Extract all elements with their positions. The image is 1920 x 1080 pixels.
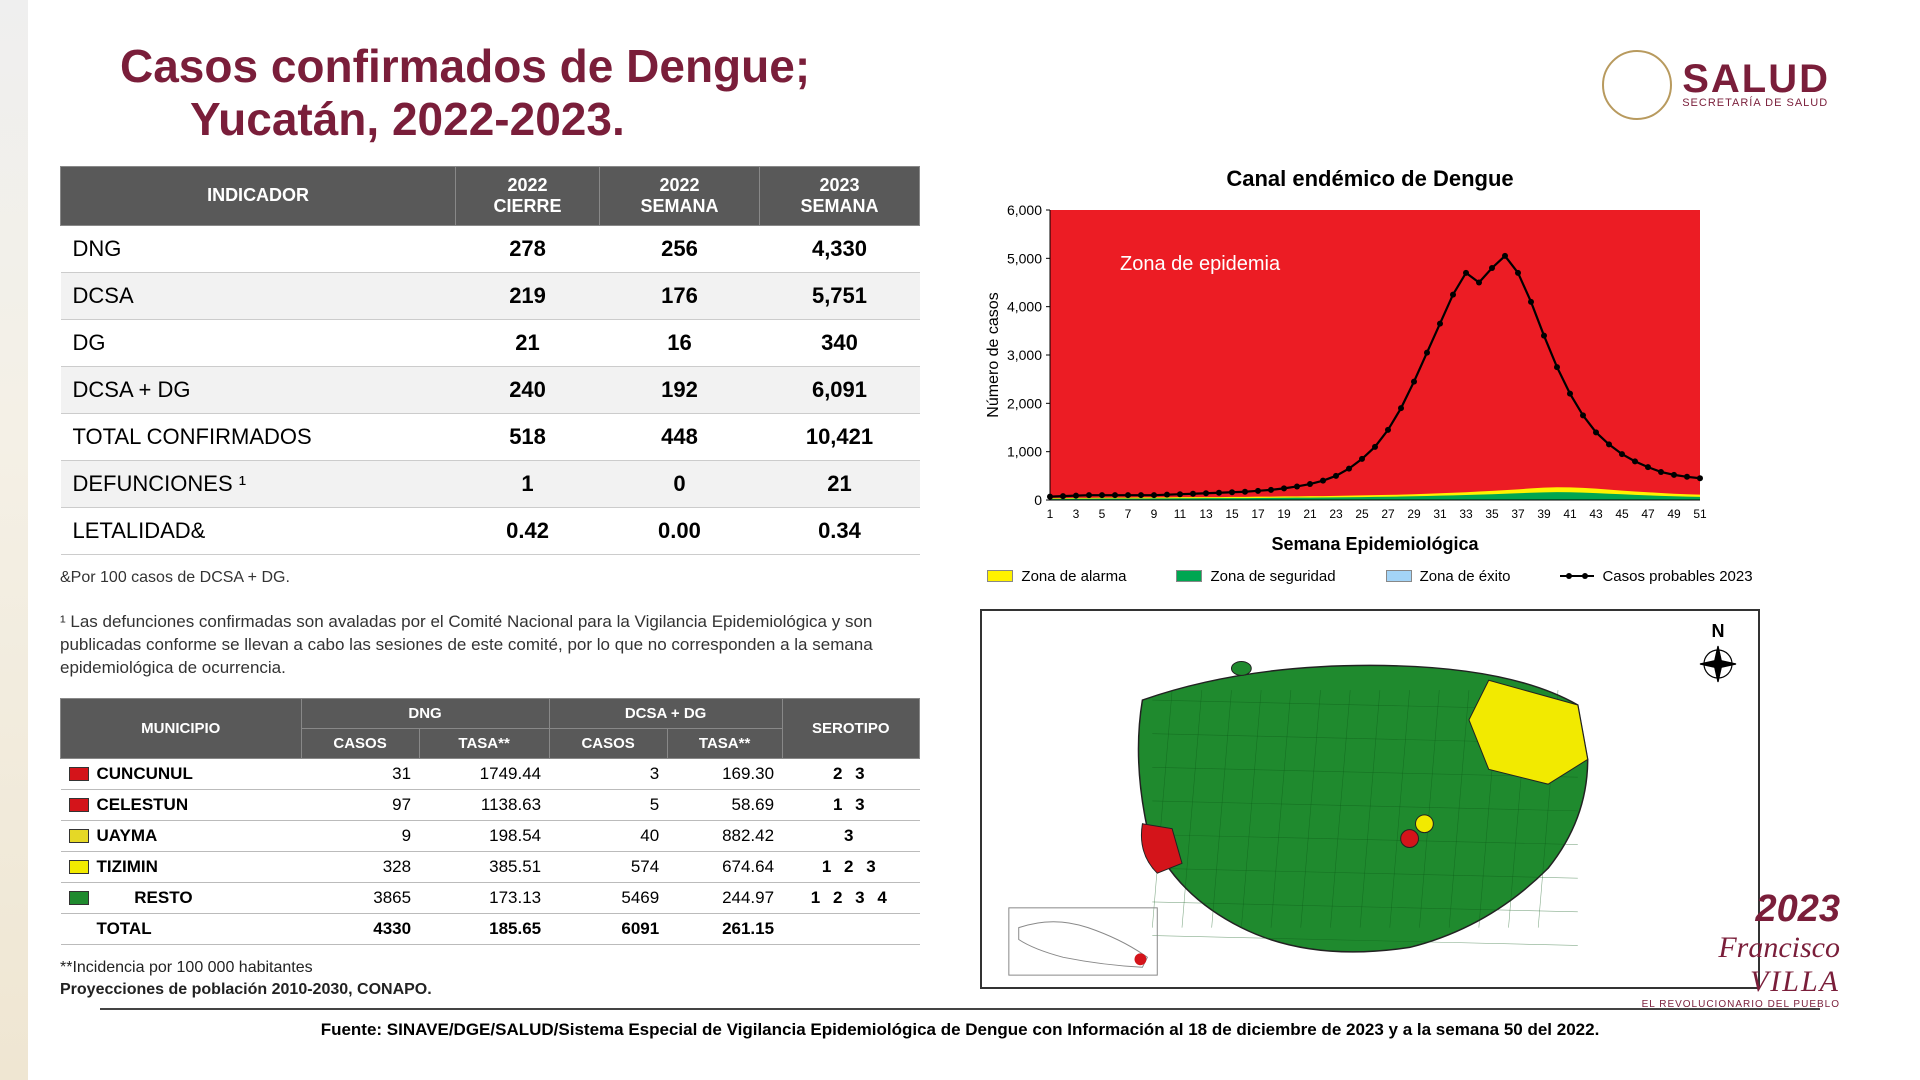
svg-text:29: 29 bbox=[1407, 507, 1421, 521]
table-row: CUNCUNUL311749.443169.302 3 bbox=[61, 758, 920, 789]
svg-text:Número de casos: Número de casos bbox=[985, 292, 1002, 417]
table-row: DCSA + DG2401926,091 bbox=[61, 366, 920, 413]
svg-text:35: 35 bbox=[1485, 507, 1499, 521]
svg-text:5: 5 bbox=[1099, 507, 1106, 521]
svg-text:43: 43 bbox=[1589, 507, 1603, 521]
table-row: UAYMA9198.5440882.423 bbox=[61, 820, 920, 851]
svg-text:23: 23 bbox=[1329, 507, 1343, 521]
table-row: DCSA2191765,751 bbox=[61, 272, 920, 319]
svg-text:6,000: 6,000 bbox=[1007, 202, 1042, 218]
svg-text:49: 49 bbox=[1667, 507, 1681, 521]
table-row: RESTO3865173.135469244.971 2 3 4 bbox=[61, 882, 920, 913]
svg-text:33: 33 bbox=[1459, 507, 1473, 521]
svg-text:2,000: 2,000 bbox=[1007, 395, 1042, 411]
municipio-table: MUNICIPIODNGDCSA + DGSEROTIPO CASOSTASA*… bbox=[60, 698, 920, 945]
legend-item: Zona de alarma bbox=[987, 568, 1126, 585]
svg-text:31: 31 bbox=[1433, 507, 1447, 521]
francisco-villa-badge: 2023 Francisco VILLA EL REVOLUCIONARIO D… bbox=[1642, 888, 1840, 1010]
svg-text:39: 39 bbox=[1537, 507, 1551, 521]
brand-subtitle: SECRETARÍA DE SALUD bbox=[1682, 97, 1830, 109]
table-row: CELESTUN971138.63558.691 3 bbox=[61, 789, 920, 820]
svg-text:5,000: 5,000 bbox=[1007, 250, 1042, 266]
table-row: TOTAL CONFIRMADOS51844810,421 bbox=[61, 413, 920, 460]
left-decor-band bbox=[0, 0, 28, 1080]
indicator-table: INDICADOR2022CIERRE2022SEMANA2023SEMANA … bbox=[60, 166, 920, 555]
table-row: LETALIDAD&0.420.000.34 bbox=[61, 507, 920, 554]
svg-text:Semana Epidemiológica: Semana Epidemiológica bbox=[1271, 534, 1479, 554]
svg-text:17: 17 bbox=[1251, 507, 1265, 521]
footnote-defunciones: ¹ Las defunciones confirmadas son avalad… bbox=[60, 611, 880, 680]
svg-text:11: 11 bbox=[1174, 507, 1187, 521]
svg-text:51: 51 bbox=[1693, 507, 1707, 521]
svg-text:25: 25 bbox=[1355, 507, 1369, 521]
legend-item: Zona de seguridad bbox=[1176, 568, 1335, 585]
brand-name: SALUD bbox=[1682, 61, 1830, 97]
svg-text:27: 27 bbox=[1381, 507, 1395, 521]
source-footer: Fuente: SINAVE/DGE/SALUD/Sistema Especia… bbox=[100, 1008, 1820, 1040]
svg-text:45: 45 bbox=[1615, 507, 1629, 521]
svg-text:21: 21 bbox=[1303, 507, 1317, 521]
title-line-2: Yucatán, 2022-2023. bbox=[120, 93, 625, 145]
svg-text:3: 3 bbox=[1073, 507, 1080, 521]
title-line-1: Casos confirmados de Dengue; bbox=[120, 40, 810, 92]
note-proj: Proyecciones de población 2010-2030, CON… bbox=[60, 981, 920, 999]
legend-item: Casos probables 2023 bbox=[1560, 568, 1752, 585]
svg-text:1,000: 1,000 bbox=[1007, 443, 1042, 459]
table-row: DNG2782564,330 bbox=[61, 225, 920, 272]
svg-text:13: 13 bbox=[1199, 507, 1213, 521]
svg-text:15: 15 bbox=[1225, 507, 1239, 521]
compass-icon: N bbox=[1696, 621, 1740, 691]
gov-seal-icon bbox=[1602, 50, 1672, 120]
legend-item: Zona de éxito bbox=[1386, 568, 1511, 585]
svg-text:7: 7 bbox=[1125, 507, 1132, 521]
svg-text:37: 37 bbox=[1511, 507, 1525, 521]
svg-text:41: 41 bbox=[1563, 507, 1577, 521]
endemic-chart: Canal endémico de Dengue 0 1,000 2,000 3,00… bbox=[980, 166, 1760, 585]
svg-text:9: 9 bbox=[1151, 507, 1158, 521]
svg-text:Zona de epidemia: Zona de epidemia bbox=[1120, 253, 1281, 275]
chart-title: Canal endémico de Dengue bbox=[980, 166, 1760, 192]
chart-svg: 01,0002,0003,0004,0005,0006,000135791113… bbox=[980, 200, 1720, 560]
table-row: TOTAL4330185.656091261.15 bbox=[61, 913, 920, 944]
svg-text:1: 1 bbox=[1047, 507, 1054, 521]
note-tasa: **Incidencia por 100 000 habitantes bbox=[60, 959, 920, 977]
svg-text:4,000: 4,000 bbox=[1007, 298, 1042, 314]
svg-text:47: 47 bbox=[1641, 507, 1655, 521]
svg-text:0: 0 bbox=[1034, 492, 1042, 508]
svg-text:19: 19 bbox=[1277, 507, 1291, 521]
note-amp: &Por 100 casos de DCSA + DG. bbox=[60, 569, 920, 587]
brand-logo: SALUD SECRETARÍA DE SALUD bbox=[1602, 50, 1830, 120]
table-row: DEFUNCIONES ¹1021 bbox=[61, 460, 920, 507]
chart-legend: Zona de alarma Zona de seguridad Zona de é… bbox=[980, 568, 1760, 585]
page-title: Casos confirmados de Dengue; Yucatán, 20… bbox=[120, 40, 1860, 146]
table-row: DG2116340 bbox=[61, 319, 920, 366]
table-row: TIZIMIN328385.51574674.641 2 3 bbox=[61, 851, 920, 882]
slide-content: SALUD SECRETARÍA DE SALUD Casos confirma… bbox=[60, 40, 1860, 1050]
svg-text:3,000: 3,000 bbox=[1007, 347, 1042, 363]
